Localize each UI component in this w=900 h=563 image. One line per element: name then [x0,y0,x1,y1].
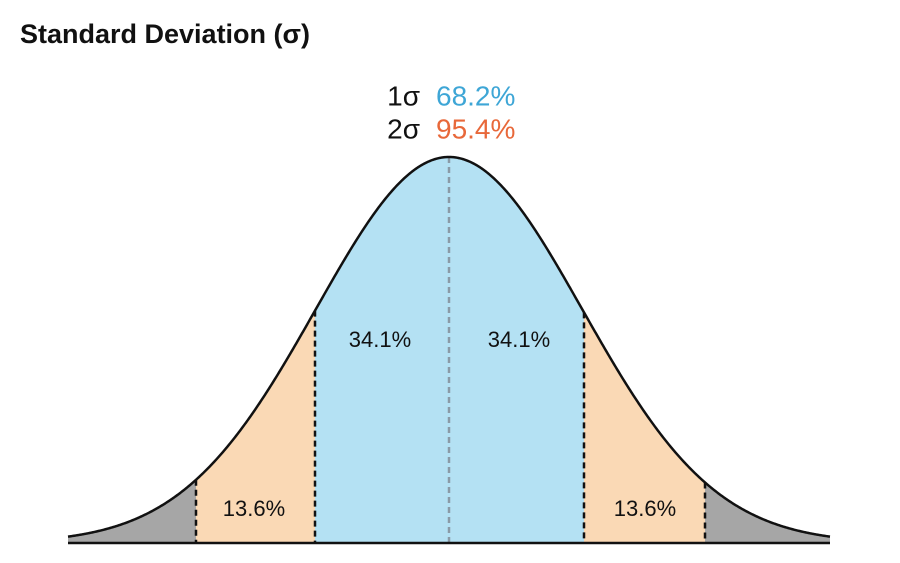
region-label: 34.1% [349,327,411,352]
region-label: 34.1% [488,327,550,352]
summary-label: 2σ [387,113,420,144]
title: Standard Deviation (σ) [20,19,310,49]
region [705,482,830,543]
region-label: 13.6% [614,496,676,521]
curve [67,155,831,538]
summary-label: 1σ [387,80,420,111]
summary-value: 68.2% [436,80,515,111]
region [584,312,705,543]
region [68,479,196,543]
region [196,310,315,543]
region-label: 13.6% [223,496,285,521]
summary-value: 95.4% [436,113,515,144]
curve-regions [67,155,831,545]
